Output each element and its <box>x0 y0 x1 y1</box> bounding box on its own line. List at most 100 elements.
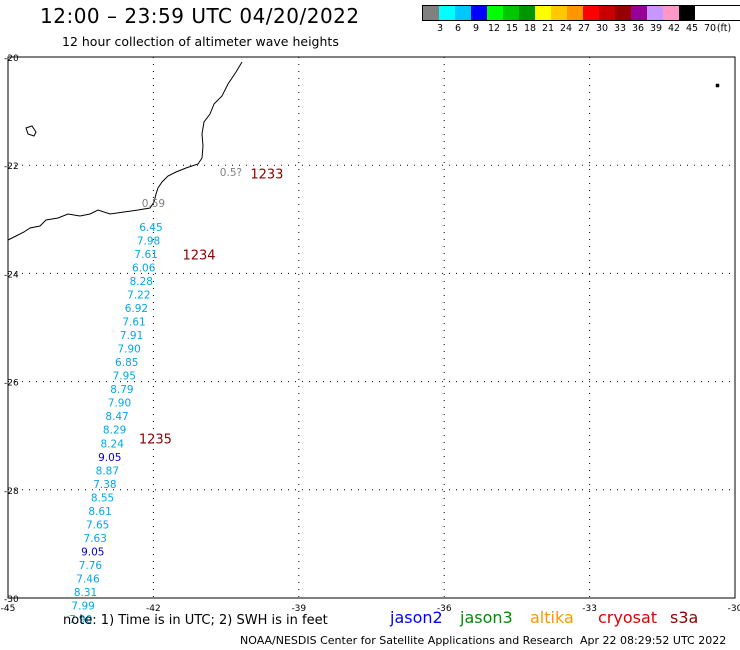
legend-swatch <box>583 6 599 20</box>
wave-height-label: 7.95 <box>113 371 136 383</box>
wave-height-label: 7.38 <box>93 479 116 491</box>
generated-timestamp: Apr 22 08:29:52 UTC 2022 <box>580 634 727 647</box>
coastline <box>7 61 720 241</box>
legend-label: 39 <box>649 23 663 34</box>
legend-label: 24 <box>559 23 573 34</box>
footnote: note: 1) Time is in UTC; 2) SWH is in fe… <box>63 613 328 628</box>
map-frame <box>7 56 736 599</box>
wave-height-label: 8.28 <box>130 276 153 288</box>
wave-height-label: 8.31 <box>74 587 97 599</box>
legend-label: 15 <box>505 23 519 34</box>
legend-swatch <box>551 6 567 20</box>
track-number-label: 1233 <box>250 167 283 182</box>
legend-label: 27 <box>577 23 591 34</box>
legend-label: 45 <box>685 23 699 34</box>
page-subtitle: 12 hour collection of altimeter wave hei… <box>62 34 339 49</box>
lon-tick-label: -36 <box>437 604 452 614</box>
legend-label: 33 <box>613 23 627 34</box>
legend-label: 18 <box>523 23 537 34</box>
legend-swatches <box>422 5 740 21</box>
wave-height-label: 0.5? <box>220 167 242 179</box>
wave-height-label: 7.61 <box>122 317 145 329</box>
wave-height-label: 7.90 <box>117 344 140 356</box>
island-shape <box>715 83 720 88</box>
wave-height-label: 8.29 <box>103 425 126 437</box>
wave-height-label: 7.65 <box>86 519 109 531</box>
axis-labels: -20-22-24-26-28-30-45 -42 -39 -36 -33 -30 <box>1 54 740 614</box>
lat-tick-label: -22 <box>4 162 19 172</box>
legend-swatch <box>535 6 551 20</box>
legend-label: 6 <box>454 23 462 34</box>
wave-height-label: 7.46 <box>76 574 100 586</box>
lat-tick-label: -26 <box>4 379 19 389</box>
legend-label: 12 <box>487 23 501 34</box>
wave-height-label: 7.90 <box>69 614 92 626</box>
legend-swatch <box>455 6 471 20</box>
wave-height-label: 8.55 <box>91 492 114 504</box>
legend-labels: 3 6 9 12 15 18 21 24 27 30 33 36 39 42 45 70 (ft) <box>422 21 740 35</box>
wave-height-label: 6.06 <box>132 262 156 274</box>
legend-swatch <box>567 6 583 20</box>
legend-swatch <box>519 6 535 20</box>
page-title: 12:00 – 23:59 UTC 04/20/2022 <box>40 4 360 28</box>
legend-label: 21 <box>541 23 555 34</box>
lat-tick-label: -28 <box>4 487 19 497</box>
wave-height-label: 8.61 <box>88 506 111 518</box>
legend-swatch <box>663 6 679 20</box>
satellite-altika: altika <box>530 608 574 627</box>
legend-swatch <box>471 6 487 20</box>
island-shape <box>25 125 37 137</box>
wave-height-label: 7.61 <box>134 249 157 261</box>
track-number-label: 1234 <box>182 248 215 263</box>
legend-swatch <box>503 6 519 20</box>
wave-height-label: 7.90 <box>108 398 131 410</box>
wave-height-points: 0.5?0.596.457.987.616.068.287.226.927.61… <box>69 167 242 626</box>
legend-label: 30 <box>595 23 609 34</box>
wave-height-label: 8.79 <box>110 384 133 396</box>
wave-height-label: 7.22 <box>127 289 150 301</box>
legend-label: 9 <box>472 23 480 34</box>
wave-height-label: 7.63 <box>84 533 107 545</box>
wave-height-label: 7.91 <box>120 330 143 342</box>
wave-height-label: 8.47 <box>105 411 128 423</box>
lon-tick-label: -45 <box>1 604 16 614</box>
color-legend: 3 6 9 12 15 18 21 24 27 30 33 36 39 42 45 70 (ft) <box>422 5 740 35</box>
track-labels: 1233 1234 1235 <box>139 167 284 447</box>
legend-swatch <box>679 6 695 20</box>
legend-swatch <box>647 6 663 20</box>
legend-swatch <box>631 6 647 20</box>
wave-height-label: 8.24 <box>101 438 125 450</box>
legend-swatch <box>599 6 615 20</box>
legend-label: 70 <box>703 23 717 34</box>
track-number-label: 1235 <box>139 432 172 447</box>
satellite-jason2: jason2 <box>390 608 443 627</box>
legend-swatch <box>439 6 455 20</box>
wave-height-label: 9.05 <box>81 546 104 558</box>
lat-tick-label: -24 <box>4 270 19 280</box>
wave-height-label: 8.87 <box>96 465 119 477</box>
wave-height-label: 9.05 <box>98 452 121 464</box>
lat-tick-label: -30 <box>4 595 19 605</box>
legend-swatch <box>487 6 503 20</box>
legend-swatch <box>615 6 631 20</box>
wave-height-label: 0.59 <box>142 198 165 210</box>
legend-unit: (ft) <box>716 23 732 34</box>
lon-tick-label: -33 <box>582 604 597 614</box>
map-grid <box>7 56 736 599</box>
coastline-path <box>7 61 243 241</box>
lon-tick-label: -42 <box>146 604 161 614</box>
legend-label: 3 <box>436 23 444 34</box>
legend-label: 36 <box>631 23 645 34</box>
satellite-jason3: jason3 <box>460 608 513 627</box>
wave-height-label: 6.85 <box>115 357 138 369</box>
satellite-cryosat: cryosat <box>598 608 658 627</box>
wave-height-label: 6.92 <box>125 303 148 315</box>
lat-tick-label: -20 <box>4 54 19 64</box>
wave-height-label: 7.99 <box>71 601 94 613</box>
lon-tick-label: -30 <box>728 604 740 614</box>
lon-tick-label: -39 <box>291 604 306 614</box>
satellite-s3a: s3a <box>670 608 699 627</box>
wave-height-label: 7.76 <box>79 560 103 572</box>
credit-line: NOAA/NESDIS Center for Satellite Applica… <box>240 634 574 647</box>
